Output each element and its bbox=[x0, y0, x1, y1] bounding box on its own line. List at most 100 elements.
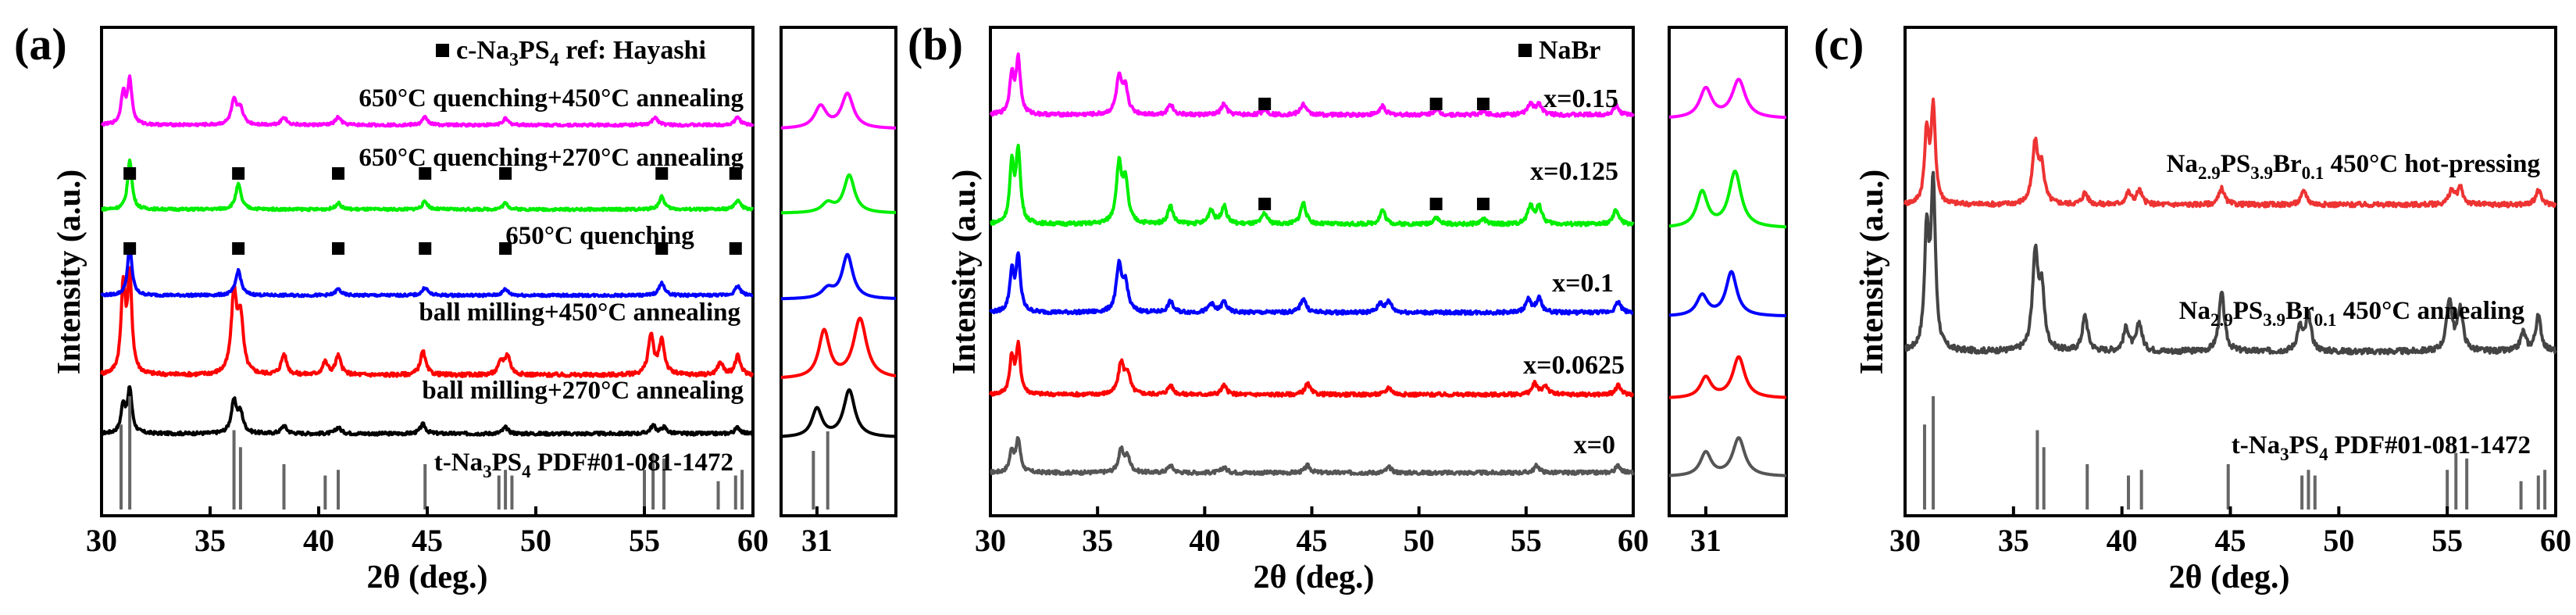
panel-c-x-ticks: 30 35 40 45 50 55 60 bbox=[1889, 506, 2571, 558]
inset-series-line-4 bbox=[780, 91, 897, 130]
b-inset-tick-label-31: 31 bbox=[1690, 523, 1721, 558]
panel-a-inset-curves bbox=[780, 91, 897, 438]
b-tick-label-50: 50 bbox=[1404, 523, 1435, 558]
panel-a-main-plot: 30 35 40 45 50 55 60 c-Na3PS4 ref: Hayashi 650… bbox=[86, 26, 769, 558]
c-tick-label-50: 50 bbox=[2323, 523, 2354, 558]
c-tick-label-45: 45 bbox=[2215, 523, 2246, 558]
panel-b-x-ticks: 30 35 40 45 50 55 60 bbox=[975, 506, 1649, 558]
series-label-x0125: x=0.125 bbox=[1530, 157, 1618, 186]
panel-a-inset-plot: 31 bbox=[780, 26, 897, 558]
series-label-x00625: x=0.0625 bbox=[1523, 351, 1625, 380]
panel-a-markers bbox=[123, 167, 742, 255]
panel-a-reference-sticks bbox=[120, 396, 744, 510]
series-label-bm-270a: ball milling+270°C annealing bbox=[422, 377, 744, 405]
panel-c-main-plot: 30 35 40 45 50 55 60 Na2.9PS3.9Br0.1 450°C hot… bbox=[1889, 26, 2571, 558]
series-line-3 bbox=[100, 158, 755, 213]
b-tick-label-35: 35 bbox=[1082, 523, 1113, 558]
c-tick-label-55: 55 bbox=[2432, 523, 2463, 558]
inset-series-line-0 bbox=[1668, 436, 1788, 477]
phase-marker-0-5 bbox=[655, 242, 669, 255]
panel-c-curves bbox=[1903, 97, 2557, 356]
phase-marker-1-1 bbox=[232, 167, 245, 180]
panel-c-reference-sticks bbox=[1922, 396, 2547, 510]
panel-b-legend-label: NaBr bbox=[1539, 36, 1600, 65]
phase-marker-0-6 bbox=[729, 242, 742, 255]
series-label-650q-450a: 650°C quenching+450°C annealing bbox=[359, 84, 744, 113]
panel-a-inset-ticks: 31 bbox=[801, 506, 833, 558]
panel-b-curves bbox=[989, 52, 1635, 477]
panel-a-inset-sticks bbox=[812, 431, 830, 510]
panel-c-reference-label: t-Na3PS4 PDF#01-081-1472 bbox=[2232, 431, 2531, 464]
b-tick-label-30: 30 bbox=[975, 523, 1006, 558]
series-line-0 bbox=[100, 384, 755, 437]
panel-a-curves bbox=[100, 74, 755, 437]
a-tick-label-60: 60 bbox=[737, 523, 769, 558]
inset-series-line-3 bbox=[1668, 170, 1788, 229]
b-tick-label-60: 60 bbox=[1618, 523, 1649, 558]
panel-c: (c) Intensity (a.u.) 2θ (deg.) 30 35 40 45 5… bbox=[1814, 19, 2571, 595]
series-line-4 bbox=[100, 74, 755, 128]
panel-a-legend-label: c-Na3PS4 ref: Hayashi bbox=[456, 36, 706, 70]
a-tick-label-55: 55 bbox=[629, 523, 660, 558]
phase-marker-0-2 bbox=[1476, 198, 1490, 210]
phase-marker-0-3 bbox=[419, 242, 432, 255]
b-tick-label-40: 40 bbox=[1189, 523, 1220, 558]
inset-series-line-2 bbox=[780, 252, 897, 301]
series-line-2 bbox=[100, 243, 755, 299]
panel-a-legend-marker bbox=[436, 44, 449, 57]
series-line-1 bbox=[989, 339, 1635, 399]
a-tick-label-45: 45 bbox=[412, 523, 443, 558]
inset-series-line-2 bbox=[1668, 270, 1788, 317]
series-line-3 bbox=[989, 143, 1635, 227]
panel-a-x-ticks: 30 35 40 45 50 55 60 bbox=[86, 506, 769, 558]
series-label-x01: x=0.1 bbox=[1552, 269, 1614, 298]
phase-marker-1-5 bbox=[655, 167, 669, 180]
panel-b-legend-marker bbox=[1518, 44, 1532, 57]
series-label-bm-450a: ball milling+450°C annealing bbox=[419, 299, 740, 327]
panel-a: (a) Intensity (a.u.) 2θ (deg.) 30 35 40 45 5… bbox=[14, 19, 897, 595]
series-label-annealing: Na2.9PS3.9Br0.1 450°C annealing bbox=[2179, 297, 2525, 330]
inset-series-line-4 bbox=[1668, 77, 1788, 120]
series-label-x0: x=0 bbox=[1574, 431, 1615, 459]
phase-marker-1-4 bbox=[499, 167, 512, 180]
inset-series-line-1 bbox=[780, 316, 897, 379]
panel-a-ylabel: Intensity (a.u.) bbox=[52, 170, 87, 375]
panel-b-markers bbox=[1258, 98, 1490, 210]
panel-c-ylabel: Intensity (a.u.) bbox=[1854, 170, 1890, 375]
series-line-1 bbox=[100, 266, 755, 378]
panel-a-reference-label: t-Na3PS4 PDF#01-081-1472 bbox=[434, 449, 733, 481]
phase-marker-0-2 bbox=[332, 242, 345, 255]
c-tick-label-35: 35 bbox=[1998, 523, 2029, 558]
panel-a-xlabel: 2θ (deg.) bbox=[367, 560, 488, 595]
series-label-650q: 650°C quenching bbox=[505, 222, 694, 250]
inset-series-line-0 bbox=[780, 388, 897, 438]
c-tick-label-30: 30 bbox=[1889, 523, 1921, 558]
b-tick-label-55: 55 bbox=[1511, 523, 1542, 558]
panel-a-inset-frame bbox=[780, 26, 897, 517]
panel-a-letter: (a) bbox=[14, 19, 67, 70]
a-tick-label-35: 35 bbox=[194, 523, 226, 558]
panel-b-inset-plot: 31 bbox=[1668, 26, 1788, 558]
series-label-650q-270a: 650°C quenching+270°C annealing bbox=[359, 144, 744, 172]
inset-series-line-1 bbox=[1668, 355, 1788, 399]
panel-c-xlabel: 2θ (deg.) bbox=[2169, 560, 2290, 595]
panel-b-frame bbox=[989, 26, 1635, 517]
phase-marker-1-6 bbox=[729, 167, 742, 180]
phase-marker-0-1 bbox=[232, 242, 245, 255]
panel-b-inset-frame bbox=[1668, 26, 1788, 517]
inset-series-line-3 bbox=[780, 173, 897, 215]
series-line-4 bbox=[989, 52, 1635, 118]
series-line-1 bbox=[1903, 97, 2557, 209]
series-label-x015: x=0.15 bbox=[1543, 84, 1618, 113]
a-tick-label-30: 30 bbox=[86, 523, 117, 558]
c-tick-label-40: 40 bbox=[2107, 523, 2138, 558]
a-tick-label-40: 40 bbox=[303, 523, 334, 558]
series-line-0 bbox=[1903, 170, 2557, 356]
panel-b-inset-ticks: 31 bbox=[1690, 506, 1721, 558]
panel-c-letter: (c) bbox=[1814, 19, 1864, 70]
a-inset-tick-label-31: 31 bbox=[801, 523, 833, 558]
phase-marker-1-1 bbox=[1429, 98, 1443, 110]
phase-marker-0-0 bbox=[1258, 198, 1272, 210]
series-line-0 bbox=[989, 436, 1635, 477]
